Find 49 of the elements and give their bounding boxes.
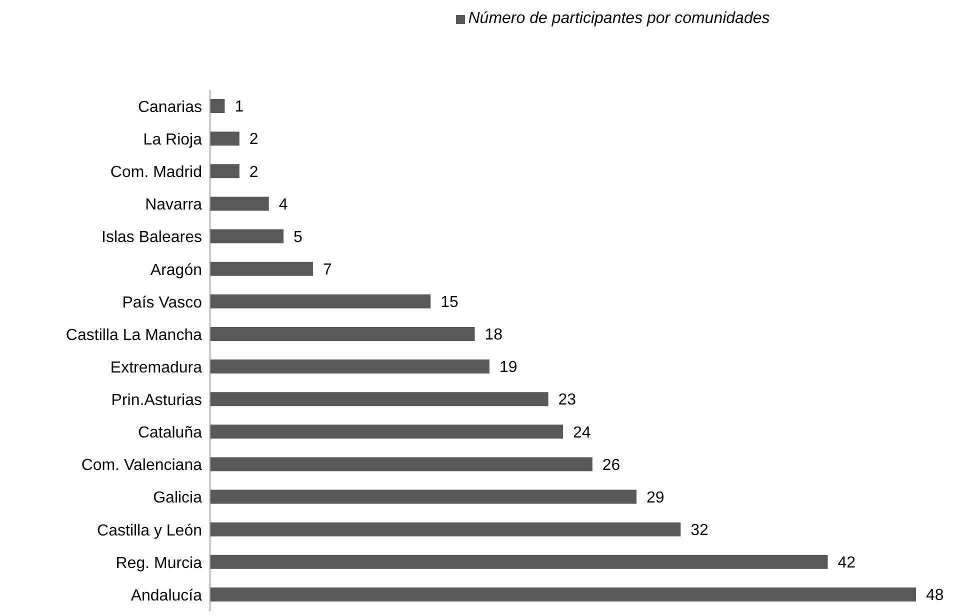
y-tick-label: Galicia <box>153 490 202 507</box>
data-label: 29 <box>646 489 664 506</box>
data-label: 2 <box>249 131 258 148</box>
bar <box>210 229 284 244</box>
y-tick-label: Aragón <box>150 262 202 279</box>
data-label: 24 <box>573 424 591 442</box>
bar <box>210 392 548 406</box>
y-tick-label: Prin.Asturias <box>111 392 202 410</box>
y-tick-label: Islas Baleares <box>102 229 202 246</box>
data-label: 48 <box>926 587 944 604</box>
data-label: 19 <box>499 359 518 376</box>
data-label: 7 <box>322 261 332 278</box>
y-tick-label: Com. Madrid <box>110 164 202 182</box>
y-tick-label: Canarias <box>138 98 202 116</box>
bar <box>210 294 431 308</box>
bar <box>210 132 240 146</box>
y-tick-label: Extremadura <box>110 359 202 376</box>
y-tick-label: Cataluña <box>138 424 202 442</box>
bar <box>210 360 490 374</box>
bar <box>210 522 681 536</box>
y-tick-label: Navarra <box>145 196 202 214</box>
bar <box>210 490 637 504</box>
bar <box>210 196 269 211</box>
bar <box>210 554 828 569</box>
y-tick-label: País Vasco <box>122 294 202 312</box>
data-label: 15 <box>440 294 459 312</box>
y-tick-label: Andalucía <box>130 587 202 604</box>
data-label: 5 <box>294 228 303 246</box>
y-tick-label: Castilla y León <box>97 522 202 540</box>
y-tick-label: Com. Valenciana <box>81 457 202 474</box>
bar <box>210 99 225 113</box>
bar <box>210 262 313 276</box>
bar <box>210 424 563 439</box>
bar <box>210 457 592 472</box>
data-label: 23 <box>558 392 576 409</box>
y-tick-label: La Rioja <box>143 132 202 149</box>
y-tick-label: Castilla La Mancha <box>66 326 202 344</box>
data-label: 18 <box>484 326 503 344</box>
data-label: 1 <box>234 98 244 116</box>
data-label: 4 <box>278 196 288 214</box>
legend-label: Número de participantes por comunidades <box>467 10 770 28</box>
bar <box>210 326 475 341</box>
data-label: 42 <box>838 554 856 572</box>
bar <box>210 164 240 178</box>
data-label: 2 <box>249 164 258 181</box>
data-label: 26 <box>602 456 620 474</box>
data-label: 32 <box>690 522 709 539</box>
y-tick-label: Reg. Murcia <box>116 554 202 572</box>
bar <box>210 587 916 602</box>
